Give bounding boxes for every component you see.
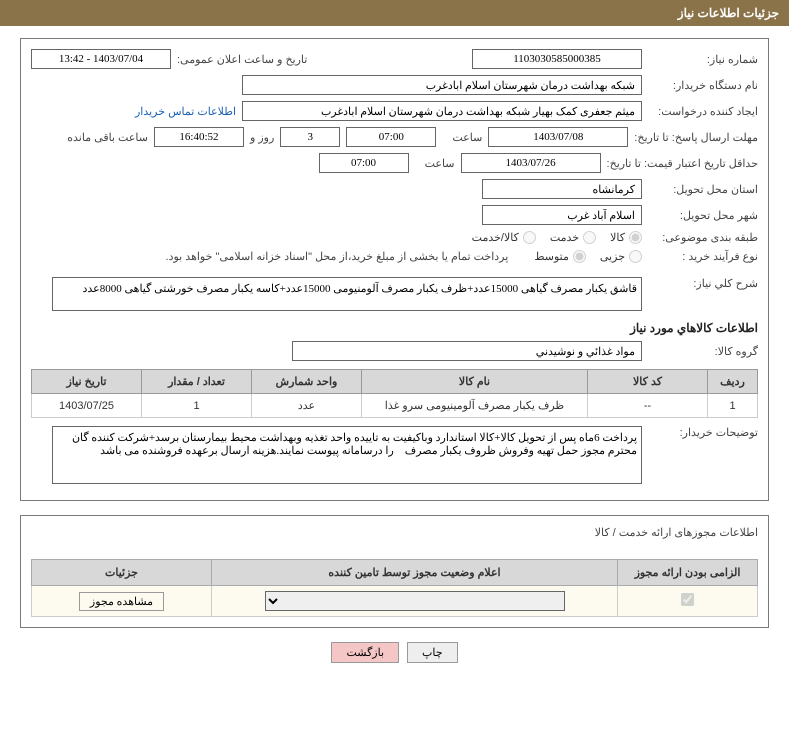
cell-idx: 1 [708,394,758,418]
deadline-hour-field [346,127,436,147]
city-label: شهر محل تحویل: [648,209,758,222]
radio-service-label: خدمت [550,231,579,244]
cell-unit: عدد [252,394,362,418]
remain-text: ساعت باقی مانده [67,131,148,144]
category-label: طبقه بندی موضوعی: [648,231,758,244]
hour-label-1: ساعت [442,131,482,144]
need-no-field [472,49,642,69]
validity-date-field [461,153,601,173]
radio-goods-label: کالا [610,231,625,244]
th-code: کد کالا [588,370,708,394]
page-header: جزئیات اطلاعات نیاز [0,0,789,26]
main-details-box: شماره نیاز: تاریخ و ساعت اعلان عمومی: نا… [20,38,769,501]
cell-name: ظرف یکبار مصرف آلومینیومی سرو غذا [362,394,588,418]
th-date: تاریخ نیاز [32,370,142,394]
deadline-label: مهلت ارسال پاسخ: تا تاریخ: [634,131,758,144]
page-title: جزئیات اطلاعات نیاز [678,6,779,20]
th-qty: تعداد / مقدار [142,370,252,394]
validity-label: حداقل تاریخ اعتبار قیمت: تا تاریخ: [607,157,758,170]
license-table: الزامی بودن ارائه مجوز اعلام وضعیت مجوز … [31,559,758,617]
need-desc-label: شرح کلي نياز: [648,277,758,290]
time-remain-field [154,127,244,147]
radio-medium [573,250,586,263]
radio-medium-label: متوسط [534,250,569,263]
radio-both-label: کالا/خدمت [472,231,519,244]
days-text: روز و [250,131,274,144]
purchase-type-label: نوع فرآیند خرید : [648,250,758,263]
purchase-type-group: جزیی متوسط [534,250,642,263]
radio-service [583,231,596,244]
radio-both [523,231,536,244]
goods-table: ردیف کد کالا نام کالا واحد شمارش تعداد /… [31,369,758,418]
need-no-label: شماره نیاز: [648,53,758,66]
license-title: اطلاعات مجوزهای ارائه خدمت / کالا [31,526,758,539]
announce-label: تاریخ و ساعت اعلان عمومی: [177,53,307,66]
license-row: مشاهده مجوز [32,586,758,617]
contact-buyer-link[interactable]: اطلاعات تماس خریدار [135,105,236,118]
purchase-note: پرداخت تمام یا بخشی از مبلغ خرید،از محل … [166,250,509,263]
radio-small [629,250,642,263]
license-box: اطلاعات مجوزهای ارائه خدمت / کالا الزامی… [20,515,769,628]
th-details: جزئیات [32,560,212,586]
th-row: ردیف [708,370,758,394]
days-remain-field [280,127,340,147]
goods-group-label: گروه کالا: [648,345,758,358]
province-field [482,179,642,199]
buyer-label: نام دستگاه خریدار: [648,79,758,92]
buyer-notes-label: توضیحات خریدار: [648,426,758,439]
th-status: اعلام وضعیت مجوز توسط تامین کننده [212,560,618,586]
goods-group-field [292,341,642,361]
category-radio-group: کالا خدمت کالا/خدمت [472,231,642,244]
back-button[interactable]: بازگشت [331,642,399,663]
required-checkbox [681,593,694,606]
need-desc-field [52,277,642,311]
validity-hour-field [319,153,409,173]
th-required: الزامی بودن ارائه مجوز [618,560,758,586]
cell-date: 1403/07/25 [32,394,142,418]
th-name: نام کالا [362,370,588,394]
city-field [482,205,642,225]
footer-actions: چاپ بازگشت [0,642,789,663]
radio-small-label: جزیی [600,250,625,263]
buyer-notes-field [52,426,642,484]
goods-info-title: اطلاعات کالاهاي مورد نياز [31,321,758,335]
table-row: 1 -- ظرف یکبار مصرف آلومینیومی سرو غذا ع… [32,394,758,418]
requester-field [242,101,642,121]
status-select[interactable] [265,591,565,611]
view-license-button[interactable]: مشاهده مجوز [79,592,164,611]
cell-qty: 1 [142,394,252,418]
radio-goods [629,231,642,244]
announce-field [31,49,171,69]
hour-label-2: ساعت [415,157,455,170]
th-unit: واحد شمارش [252,370,362,394]
requester-label: ایجاد کننده درخواست: [648,105,758,118]
province-label: استان محل تحویل: [648,183,758,196]
deadline-date-field [488,127,628,147]
cell-code: -- [588,394,708,418]
buyer-field [242,75,642,95]
print-button[interactable]: چاپ [407,642,458,663]
